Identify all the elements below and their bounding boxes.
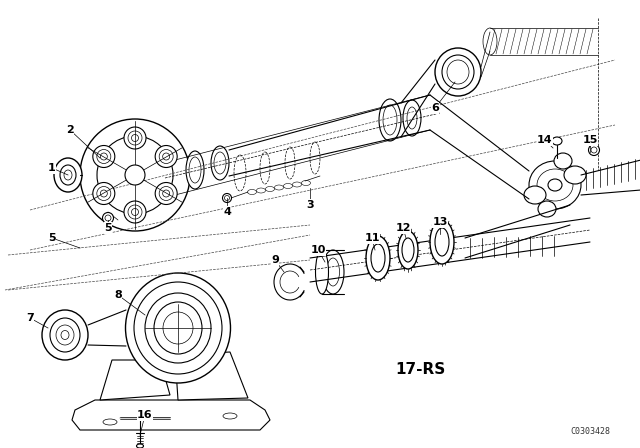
Text: 1: 1 — [48, 163, 56, 173]
Ellipse shape — [93, 146, 115, 168]
Ellipse shape — [366, 236, 390, 280]
Ellipse shape — [548, 179, 562, 191]
Ellipse shape — [163, 190, 170, 197]
Ellipse shape — [159, 150, 173, 164]
Ellipse shape — [211, 146, 229, 180]
Polygon shape — [175, 352, 248, 400]
Ellipse shape — [80, 119, 190, 231]
Ellipse shape — [42, 310, 88, 360]
Ellipse shape — [430, 220, 454, 264]
Ellipse shape — [316, 250, 328, 294]
Ellipse shape — [145, 293, 211, 363]
Text: 5: 5 — [48, 233, 56, 243]
Polygon shape — [72, 400, 270, 430]
Ellipse shape — [371, 244, 385, 272]
Ellipse shape — [538, 201, 556, 217]
Ellipse shape — [102, 212, 113, 224]
Ellipse shape — [64, 170, 72, 180]
Ellipse shape — [159, 186, 173, 201]
Ellipse shape — [128, 131, 142, 145]
Ellipse shape — [163, 153, 170, 160]
Ellipse shape — [134, 282, 222, 374]
Ellipse shape — [56, 325, 74, 345]
Ellipse shape — [435, 228, 449, 256]
Text: 6: 6 — [431, 103, 439, 113]
Ellipse shape — [591, 147, 597, 153]
Text: 12: 12 — [396, 223, 411, 233]
Ellipse shape — [100, 153, 108, 160]
Ellipse shape — [383, 105, 397, 135]
Polygon shape — [100, 360, 170, 400]
Text: 2: 2 — [66, 125, 74, 135]
Ellipse shape — [186, 151, 204, 189]
Ellipse shape — [61, 331, 69, 340]
Ellipse shape — [214, 152, 226, 174]
Ellipse shape — [105, 215, 111, 221]
Ellipse shape — [407, 107, 417, 129]
Ellipse shape — [154, 302, 202, 354]
Ellipse shape — [125, 273, 230, 383]
Text: 10: 10 — [310, 245, 326, 255]
Text: 5: 5 — [104, 223, 112, 233]
Ellipse shape — [163, 312, 193, 344]
Ellipse shape — [60, 165, 76, 185]
Text: 15: 15 — [582, 135, 598, 145]
Ellipse shape — [524, 186, 546, 204]
Ellipse shape — [402, 238, 414, 262]
Text: 4: 4 — [223, 207, 231, 217]
Ellipse shape — [124, 127, 146, 149]
Ellipse shape — [589, 145, 600, 155]
Text: 17-RS: 17-RS — [395, 362, 445, 378]
Ellipse shape — [537, 169, 573, 201]
Text: 11: 11 — [364, 233, 380, 243]
Ellipse shape — [189, 157, 201, 183]
Ellipse shape — [225, 195, 230, 201]
Ellipse shape — [564, 166, 586, 184]
Ellipse shape — [155, 182, 177, 204]
Ellipse shape — [100, 190, 108, 197]
Ellipse shape — [131, 208, 138, 215]
Text: C0303428: C0303428 — [570, 427, 610, 436]
Ellipse shape — [398, 231, 418, 269]
Ellipse shape — [155, 146, 177, 168]
Ellipse shape — [93, 182, 115, 204]
Ellipse shape — [124, 201, 146, 223]
Ellipse shape — [403, 100, 421, 136]
Ellipse shape — [128, 205, 142, 219]
Ellipse shape — [326, 258, 339, 286]
Ellipse shape — [442, 55, 474, 89]
Ellipse shape — [97, 136, 173, 214]
Ellipse shape — [131, 134, 138, 142]
Ellipse shape — [50, 318, 80, 352]
Ellipse shape — [97, 186, 111, 201]
Text: 14: 14 — [537, 135, 553, 145]
Ellipse shape — [223, 194, 232, 202]
Ellipse shape — [379, 99, 401, 141]
Ellipse shape — [529, 161, 581, 209]
Text: 3: 3 — [306, 200, 314, 210]
Ellipse shape — [125, 165, 145, 185]
Ellipse shape — [54, 158, 82, 192]
Ellipse shape — [554, 153, 572, 169]
Text: 13: 13 — [432, 217, 448, 227]
Ellipse shape — [435, 48, 481, 96]
Ellipse shape — [447, 60, 469, 84]
Ellipse shape — [552, 137, 562, 145]
Ellipse shape — [322, 250, 344, 294]
Text: 7: 7 — [26, 313, 34, 323]
Text: 16: 16 — [137, 410, 153, 420]
Ellipse shape — [97, 150, 111, 164]
Ellipse shape — [136, 444, 143, 448]
Text: 9: 9 — [271, 255, 279, 265]
Text: 8: 8 — [114, 290, 122, 300]
